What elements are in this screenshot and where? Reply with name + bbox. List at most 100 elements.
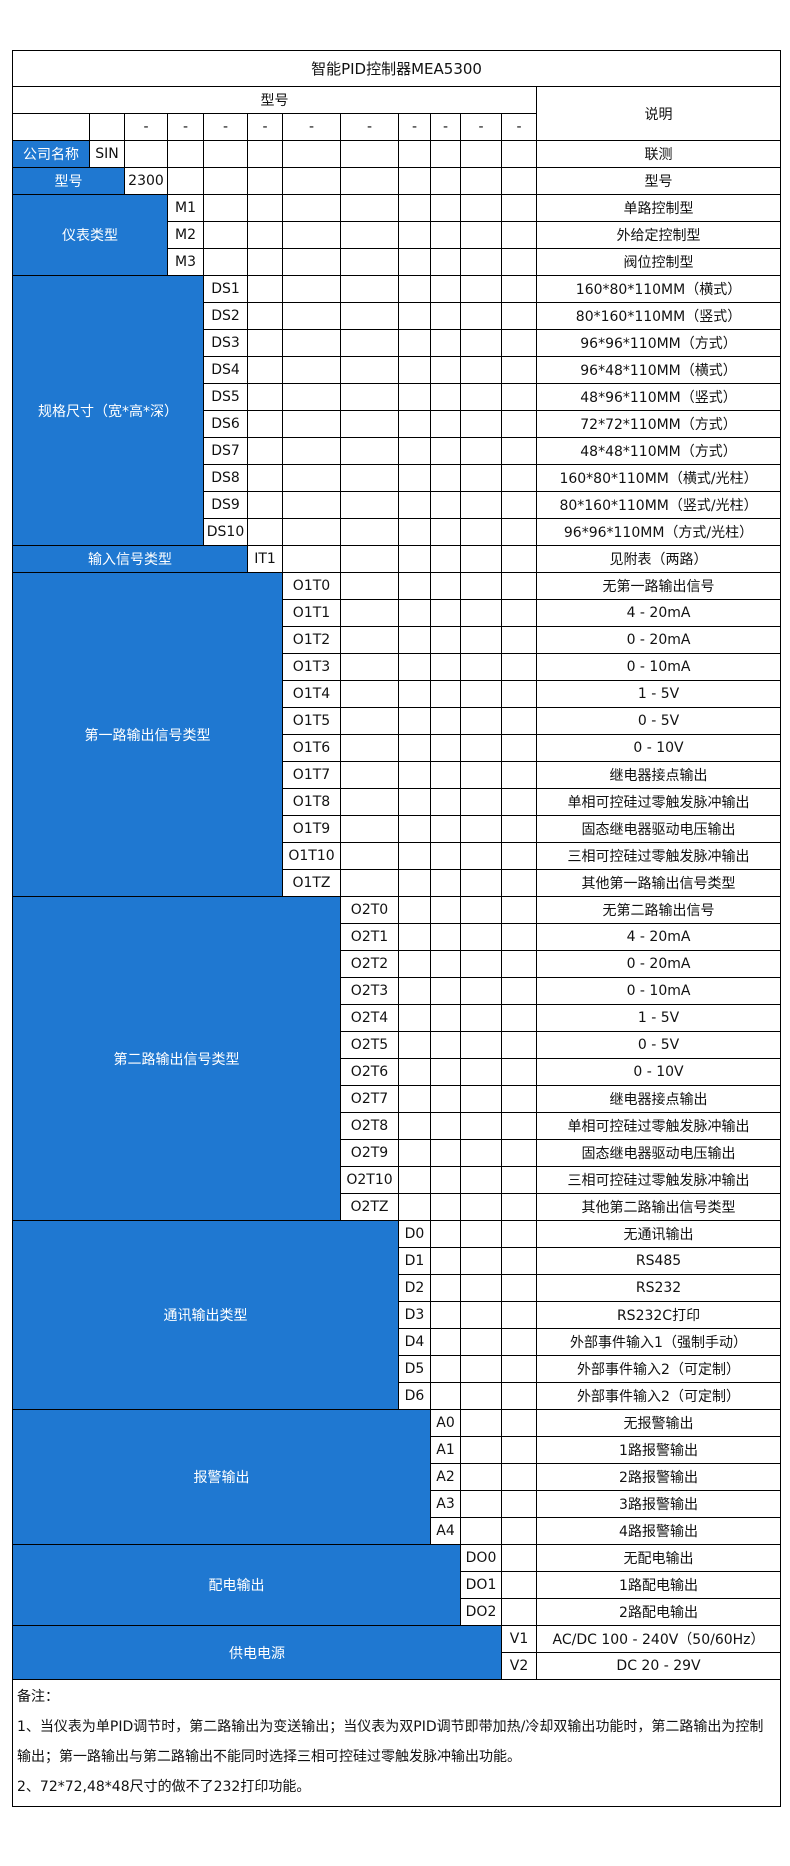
option-description: 其他第二路输出信号类型 (535, 1193, 782, 1221)
empty-cell (398, 383, 431, 411)
empty-cell (203, 221, 248, 249)
empty-cell (501, 1166, 537, 1194)
note-item: 1、当仪表为单PID调节时，第二路输出为变送输出；当仪表为双PID调节即带加热/… (17, 1719, 764, 1765)
option-code: 2300 (124, 167, 168, 195)
empty-cell (460, 1220, 502, 1248)
empty-cell (398, 572, 431, 600)
empty-cell (247, 221, 283, 249)
empty-cell (501, 1328, 537, 1356)
table-row: O2T7 继电器接点输出 (13, 1085, 782, 1113)
empty-cell (460, 1274, 502, 1302)
option-description: 其他第一路输出信号类型 (535, 869, 782, 897)
empty-cell (460, 1463, 502, 1491)
option-description: 单相可控硅过零触发脉冲输出 (535, 788, 782, 816)
empty-cell (282, 437, 341, 465)
option-description: 0 - 10V (535, 1058, 782, 1086)
empty-cell (501, 437, 537, 465)
empty-cell (501, 1247, 537, 1275)
option-description: 2路报警输出 (535, 1463, 782, 1491)
empty-cell (501, 1463, 537, 1491)
empty-cell (340, 410, 399, 438)
separator-dash: - (398, 113, 431, 141)
option-code: DO0 (460, 1544, 502, 1572)
table-row: D6 外部事件输入2（可定制） (13, 1382, 782, 1410)
empty-cell (430, 221, 461, 249)
empty-cell (282, 302, 341, 330)
table-row: O1T4 1 - 5V (13, 680, 782, 708)
option-description: 4 - 20mA (535, 599, 782, 627)
empty-cell (501, 680, 537, 708)
empty-cell (501, 1301, 537, 1329)
empty-cell (460, 302, 502, 330)
empty-cell (167, 140, 204, 168)
empty-cell (460, 464, 502, 492)
option-description: 1 - 5V (535, 1004, 782, 1032)
option-code: O2T10 (340, 1166, 399, 1194)
table-row: V2 DC 20 - 29V (13, 1652, 782, 1680)
table-row: DS6 72*72*110MM（方式） (13, 410, 782, 438)
empty-cell (460, 518, 502, 546)
empty-cell (430, 1382, 461, 1410)
empty-cell (460, 1085, 502, 1113)
option-code: A3 (430, 1490, 461, 1518)
empty-cell (340, 815, 399, 843)
empty-cell (501, 1085, 537, 1113)
option-description: 0 - 10mA (535, 977, 782, 1005)
option-code: V1 (501, 1625, 537, 1653)
empty-cell (203, 194, 248, 222)
separator-dash: - (340, 113, 399, 141)
notes-heading: 备注： (17, 1689, 59, 1705)
empty-cell (430, 572, 461, 600)
category-label: 输入信号类型 (12, 545, 248, 573)
category-label: 公司名称 (12, 140, 90, 168)
notes-section: 备注： 1、当仪表为单PID调节时，第二路输出为变送输出；当仪表为双PID调节即带… (11, 1679, 782, 1807)
empty-cell (340, 356, 399, 384)
empty-cell (501, 599, 537, 627)
empty-cell (430, 491, 461, 519)
option-description: 0 - 10mA (535, 653, 782, 681)
empty-cell (282, 329, 341, 357)
empty-cell (501, 626, 537, 654)
empty-cell (430, 464, 461, 492)
empty-cell (340, 140, 399, 168)
empty-cell (430, 1301, 461, 1329)
empty-cell (247, 275, 283, 303)
empty-cell (203, 248, 248, 276)
empty-cell (282, 248, 341, 276)
empty-cell (247, 140, 283, 168)
empty-cell (430, 545, 461, 573)
option-description: 单相可控硅过零触发脉冲输出 (535, 1112, 782, 1140)
empty-cell (282, 221, 341, 249)
empty-cell (460, 977, 502, 1005)
empty-cell (398, 464, 431, 492)
empty-cell (430, 1328, 461, 1356)
table-row: O1T9 固态继电器驱动电压输出 (13, 815, 782, 843)
table-row: A2 2路报警输出 (13, 1463, 782, 1491)
option-code: DO1 (460, 1571, 502, 1599)
empty-cell (398, 599, 431, 627)
empty-cell (460, 896, 502, 924)
table-row: 第一路输出信号类型 O1T0 无第一路输出信号 (12, 572, 782, 897)
empty-cell (398, 977, 431, 1005)
empty-cell (398, 1004, 431, 1032)
empty-cell (460, 329, 502, 357)
empty-cell (340, 572, 399, 600)
empty-cell (398, 626, 431, 654)
empty-cell (430, 1220, 461, 1248)
empty-cell (430, 680, 461, 708)
empty-cell (460, 437, 502, 465)
table-row: O2TZ 其他第二路输出信号类型 (13, 1193, 782, 1221)
option-description: 4路报警输出 (535, 1517, 782, 1545)
table-row: O1T5 0 - 5V (13, 707, 782, 735)
empty-cell (282, 356, 341, 384)
option-description: 外给定控制型 (535, 221, 782, 249)
table-row: A1 1路报警输出 (13, 1436, 782, 1464)
model-selection-table-container: 智能PID控制器MEA5300 型号 说明 - - - - - - - - - - 公司名称 SIN 联测 型号… (11, 50, 782, 1807)
option-description: 1路报警输出 (535, 1436, 782, 1464)
table-row: DS7 48*48*110MM（方式） (13, 437, 782, 465)
category-label: 通讯输出类型 (12, 1220, 399, 1410)
empty-cell (282, 518, 341, 546)
empty-cell (430, 599, 461, 627)
empty-cell (430, 896, 461, 924)
option-code: DS10 (203, 518, 248, 546)
